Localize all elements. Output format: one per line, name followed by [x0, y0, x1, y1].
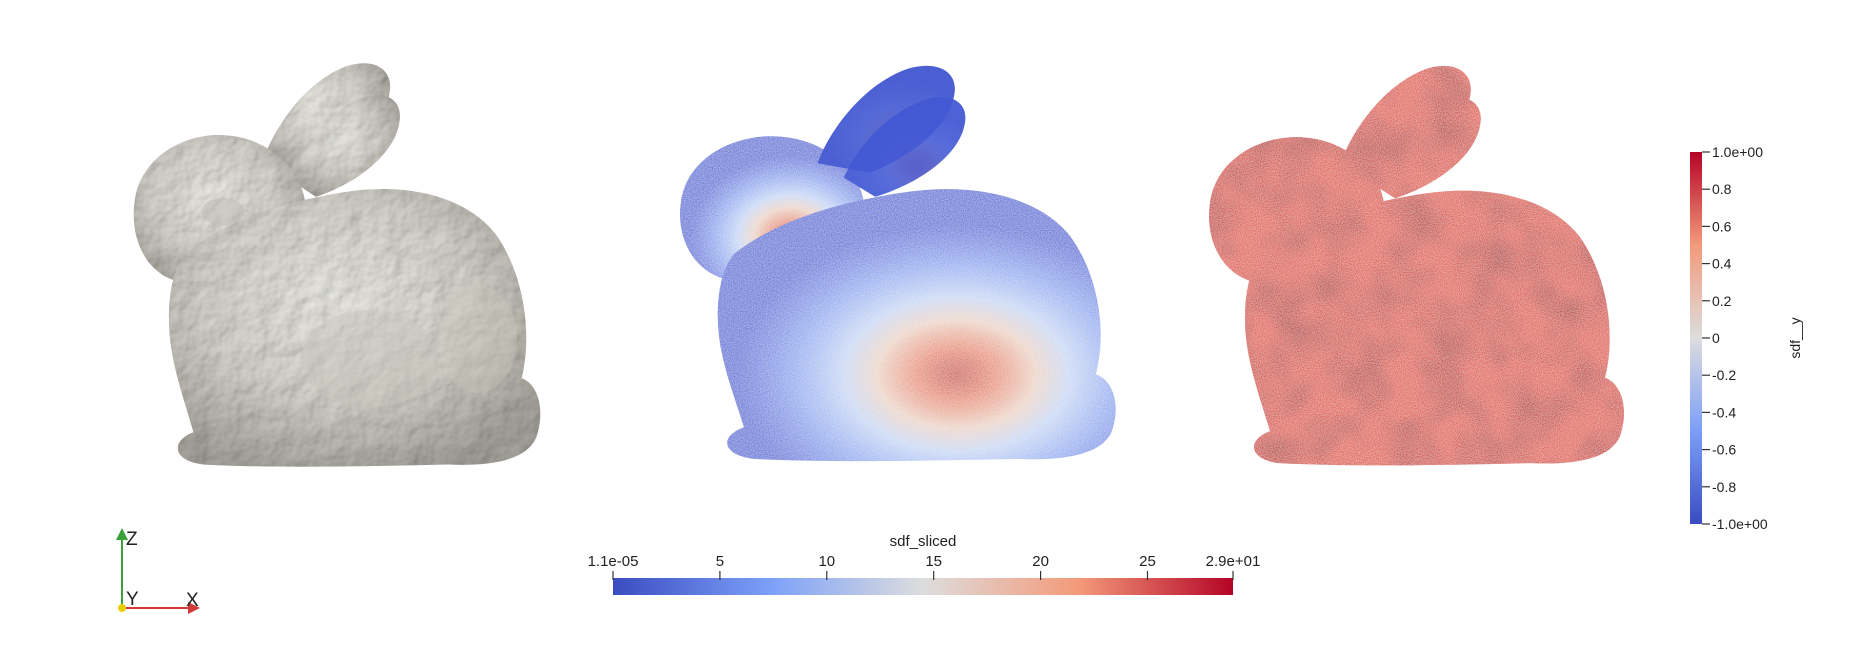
- sdf-sliced-bunny: [680, 65, 1116, 462]
- colorbar-y-tick-label: 0: [1712, 330, 1720, 346]
- colorbar-y-tick-label: -0.8: [1712, 479, 1736, 495]
- colorbar-y-tick-label: -0.2: [1712, 367, 1736, 383]
- colorbar-y-title: sdf__y: [1787, 317, 1803, 358]
- colorbar-sdf-y: 1.0e+00 0.8 0.6 0.4 0.2 0 -0.2 -0.4 -0.6 -0.8 -1.0…: [1690, 144, 1803, 532]
- colorbar-sliced-tick-label: 15: [925, 553, 942, 570]
- colorbar-sliced-tick-label: 1.1e-05: [588, 553, 639, 570]
- z-axis-arrowhead: [116, 528, 128, 540]
- axes-triad: Z X Y: [116, 528, 200, 614]
- y-axis-label: Y: [126, 589, 139, 610]
- colorbar-sliced-tick-label: 5: [716, 553, 724, 570]
- colorbar-sliced-title: sdf_sliced: [890, 533, 957, 550]
- colorbar-y-tick-label: 0.6: [1712, 218, 1732, 234]
- colorbar-y-tick-label: 1.0e+00: [1712, 144, 1763, 160]
- sdf-y-bunny: [1209, 66, 1625, 466]
- colorbar-y-tick-label: -0.4: [1712, 404, 1736, 420]
- colorbar-y-tick-label: -1.0e+00: [1712, 516, 1768, 532]
- colorbar-y-tick-label: -0.6: [1712, 442, 1736, 458]
- colorbar-sliced-tick-label: 20: [1032, 553, 1049, 570]
- z-axis-label: Z: [126, 529, 138, 550]
- x-axis-arrowhead: [188, 602, 200, 614]
- colorbar-y-tick-label: 0.8: [1712, 181, 1732, 197]
- colorbar-sdf-sliced: sdf_sliced 1.1e-05 5 10 15 20 25 2.9e+01: [588, 533, 1261, 595]
- colorbar-y-tick-label: 0.4: [1712, 256, 1732, 272]
- colorbar-y-tick-label: 0.2: [1712, 293, 1732, 309]
- colorbar-sliced-tick-label: 2.9e+01: [1206, 553, 1261, 570]
- colorbar-sliced-tick-label: 25: [1139, 553, 1156, 570]
- colorbar-y-gradient: [1690, 152, 1702, 524]
- x-axis-label: X: [186, 590, 199, 611]
- y-axis-dot: [118, 604, 126, 612]
- mesh-bunny: [133, 63, 541, 467]
- colorbar-sliced-tick-label: 10: [818, 553, 835, 570]
- colorbar-sliced-gradient: [613, 578, 1233, 595]
